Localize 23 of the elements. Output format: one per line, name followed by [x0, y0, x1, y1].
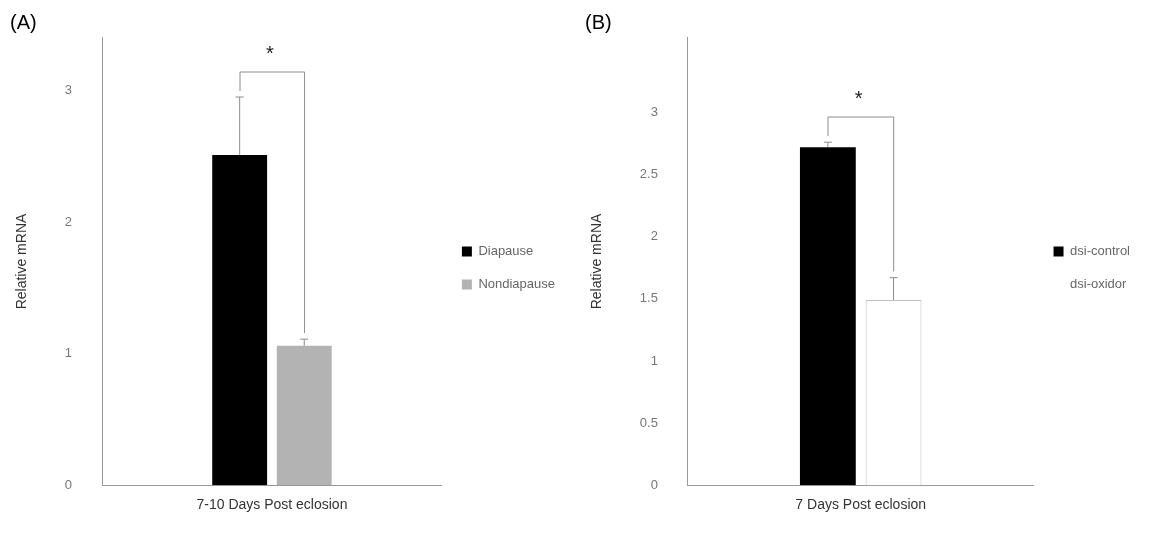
annotation: *: [265, 42, 274, 65]
y-tick-label: 2: [64, 213, 73, 229]
y-tick-label: 0: [64, 476, 73, 492]
annotation: *: [854, 87, 863, 111]
y-tick-label: 1: [64, 345, 73, 361]
y-axis-title: Relative mRNA: [13, 213, 30, 310]
chart-title: (B): [585, 11, 612, 34]
y-tick-label: 2.5: [639, 166, 658, 182]
legend-label: Nondiapause: [478, 276, 556, 292]
y-axis-title: Relative mRNA: [588, 213, 605, 310]
legend-label: Diapause: [478, 243, 534, 259]
x-tick-label: 7-10 Days Post eclosion: [196, 496, 348, 513]
x-tick-label: 7 Days Post eclosion: [795, 496, 927, 513]
y-tick-label: 1.5: [639, 290, 658, 306]
y-tick-label: 0: [650, 476, 658, 492]
y-tick-label: 2: [650, 228, 658, 244]
y-tick-label: 3: [64, 82, 73, 98]
text: dsi-oxidor: [1070, 276, 1128, 292]
legend-label: dsi-control: [1070, 243, 1131, 259]
y-tick-label: 1: [650, 352, 658, 368]
y-tick-label: 0.5: [639, 414, 658, 430]
y-tick-label: 3: [650, 103, 658, 119]
chart-title: (A): [10, 11, 37, 34]
